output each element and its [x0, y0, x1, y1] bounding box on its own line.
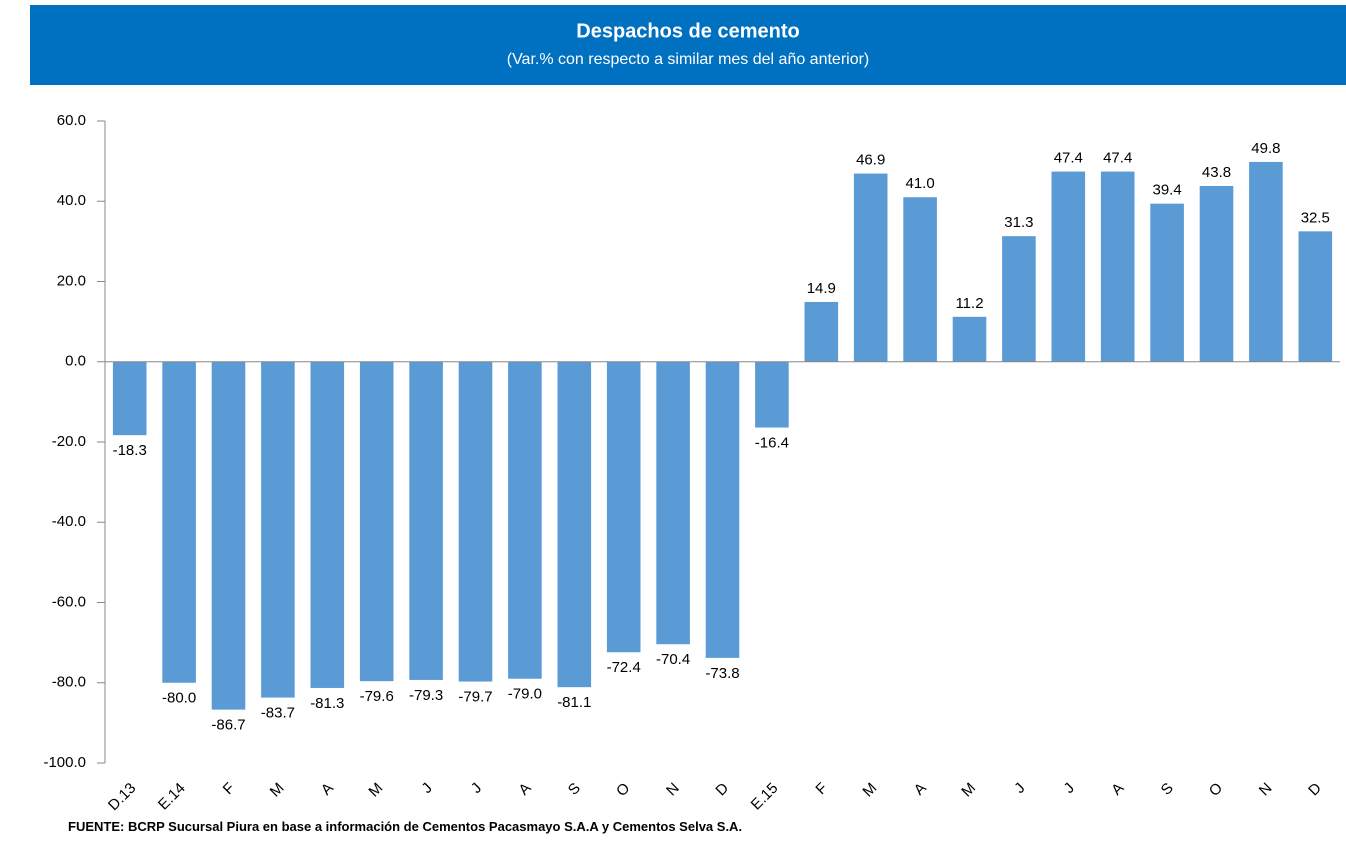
y-tick-label: -20.0 [52, 433, 86, 450]
y-tick-label: 40.0 [57, 192, 86, 209]
y-tick-label: -100.0 [43, 754, 86, 771]
y-tick-label: 60.0 [57, 112, 86, 129]
bar [508, 361, 542, 679]
x-tick-label: M [365, 780, 386, 801]
bar [162, 361, 196, 683]
bar [804, 301, 839, 362]
bar [903, 197, 937, 362]
bar [1100, 171, 1135, 362]
bar [606, 361, 641, 653]
bar [458, 361, 493, 682]
y-tick-label: -60.0 [52, 593, 86, 610]
x-tick-label: N [1256, 780, 1276, 800]
value-label: 32.5 [1301, 209, 1330, 226]
y-tick-label: 20.0 [57, 272, 86, 289]
x-tick-label: N [663, 780, 683, 800]
x-tick-label: M [958, 780, 979, 801]
value-label: -86.7 [211, 717, 245, 734]
x-tick-label: J [468, 780, 485, 797]
bar [1150, 203, 1184, 362]
value-label: 49.8 [1251, 140, 1280, 157]
x-tick-label: M [859, 780, 880, 801]
bar [952, 316, 987, 362]
bar [359, 361, 394, 682]
bar [310, 361, 345, 688]
y-tick-label: -40.0 [52, 513, 86, 530]
bar [1298, 231, 1333, 362]
x-tick-label: A [911, 780, 930, 799]
value-label: 43.8 [1202, 164, 1231, 181]
bar [261, 361, 295, 698]
bar [853, 173, 888, 362]
value-label: -79.3 [409, 687, 443, 704]
x-tick-label: O [1206, 780, 1226, 800]
x-tick-label: J [418, 780, 435, 797]
x-tick-label: D [1305, 780, 1325, 800]
x-tick-label: F [220, 780, 239, 799]
bar [1249, 161, 1283, 362]
y-tick-label: 0.0 [65, 353, 86, 370]
value-label: -18.3 [113, 442, 147, 459]
bar [211, 361, 246, 710]
value-label: -79.7 [458, 689, 492, 706]
chart-subtitle: (Var.% con respecto a similar mes del añ… [507, 51, 870, 68]
header-band [30, 5, 1346, 85]
x-tick-label: M [267, 780, 288, 801]
y-tick-label: -80.0 [52, 674, 86, 691]
value-label: -73.8 [705, 665, 739, 682]
value-label: -79.0 [508, 686, 542, 703]
value-label: -81.3 [310, 695, 344, 712]
source-note: FUENTE: BCRP Sucursal Piura en base a in… [68, 819, 743, 834]
value-label: 47.4 [1054, 150, 1083, 167]
x-tick-label: A [515, 780, 534, 799]
value-label: -16.4 [755, 435, 789, 452]
bar [1002, 236, 1036, 362]
value-label: 41.0 [905, 175, 934, 192]
x-tick-label: O [613, 780, 633, 800]
bar [656, 361, 690, 645]
value-label: 46.9 [856, 152, 885, 169]
x-tick-label: S [565, 780, 584, 799]
x-tick-label: E.15 [748, 780, 782, 814]
value-label: -79.6 [360, 688, 394, 705]
value-label: 14.9 [807, 280, 836, 297]
bar [409, 361, 443, 680]
value-label: -70.4 [656, 651, 690, 668]
x-tick-label: J [1061, 780, 1078, 797]
x-tick-label: F [812, 780, 831, 799]
x-tick-label: J [1011, 780, 1028, 797]
bar [755, 361, 789, 428]
x-tick-label: A [1108, 780, 1127, 799]
x-tick-label: D [712, 780, 732, 800]
value-label: 31.3 [1004, 214, 1033, 231]
x-tick-label: D.13 [105, 780, 139, 814]
bar [1051, 171, 1086, 362]
value-label: -81.1 [557, 694, 591, 711]
x-tick-label: S [1158, 780, 1177, 799]
value-label: 39.4 [1152, 182, 1181, 199]
chart-title: Despachos de cemento [576, 20, 799, 42]
value-label: 11.2 [955, 295, 983, 312]
value-label: 47.4 [1103, 150, 1132, 167]
x-tick-label: A [318, 780, 337, 799]
bar [1199, 186, 1234, 362]
x-tick-label: E.14 [155, 780, 189, 814]
value-label: -80.0 [162, 690, 196, 707]
value-label: -83.7 [261, 705, 295, 722]
bar [705, 361, 740, 658]
bar [112, 361, 147, 436]
value-label: -72.4 [607, 659, 641, 676]
bar [557, 361, 592, 688]
